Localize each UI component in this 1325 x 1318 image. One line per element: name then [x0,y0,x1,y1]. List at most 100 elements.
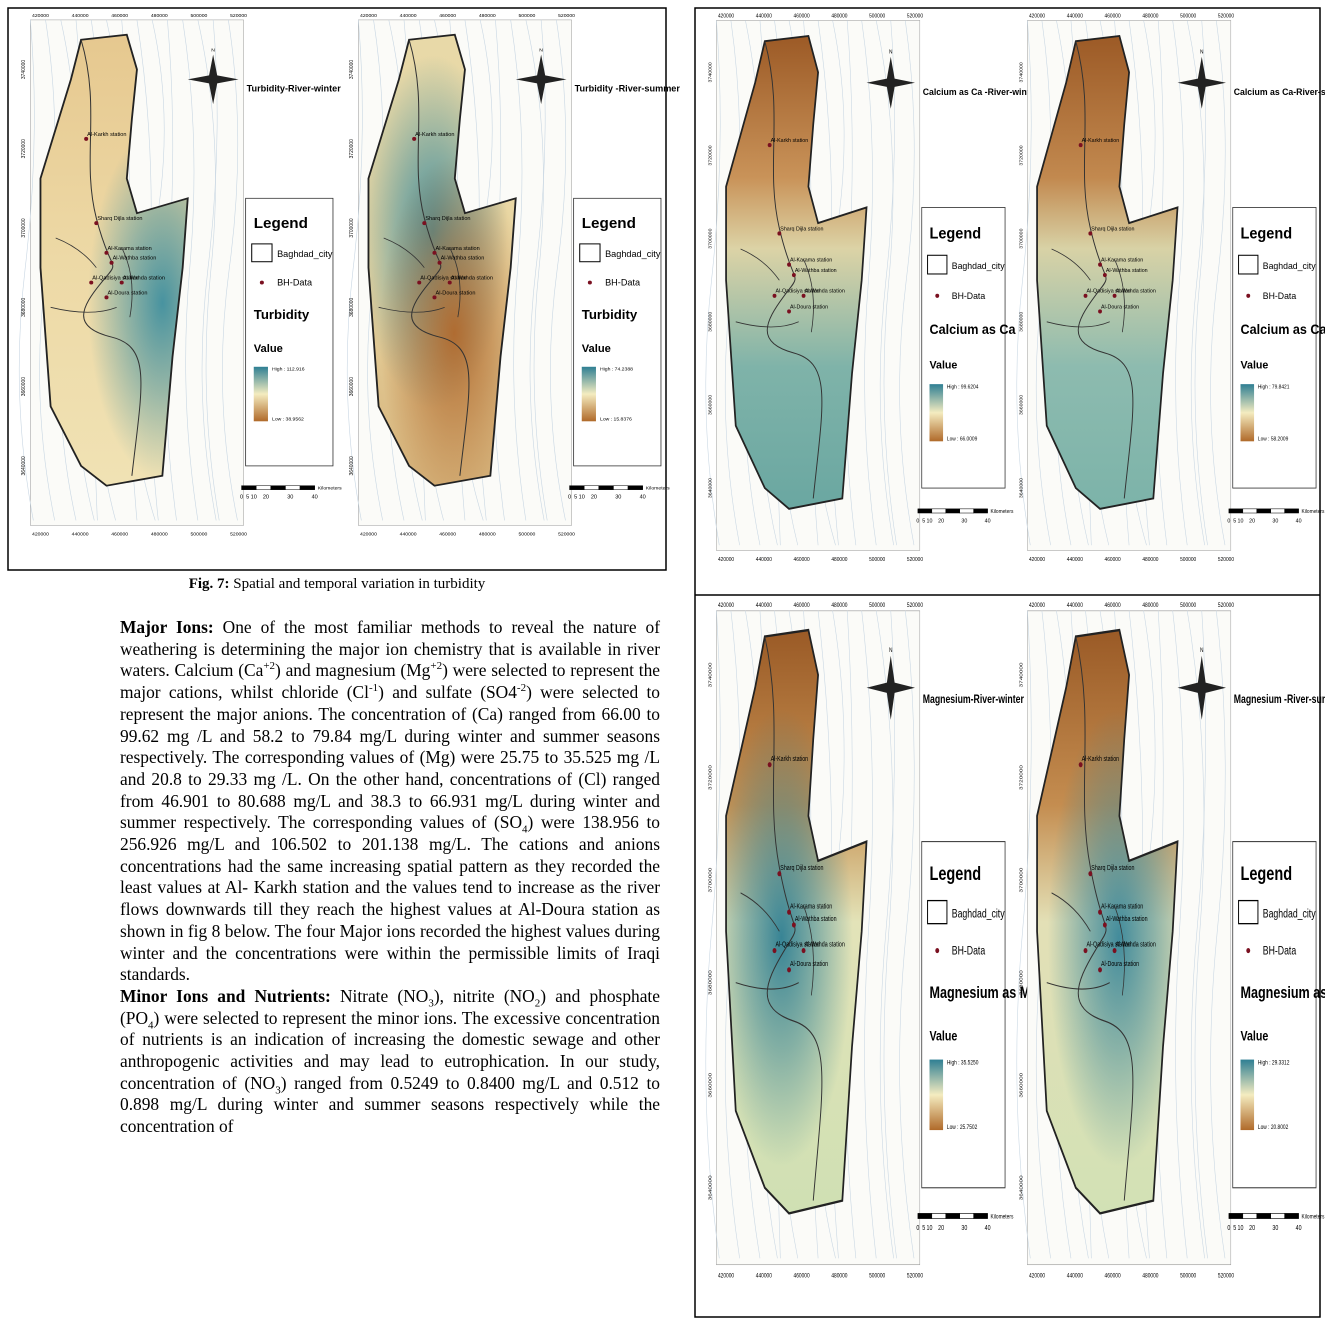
scale-bar [945,1213,960,1219]
scale-label: 30 [1272,518,1278,524]
legend-boundary: Baghdad_city [952,908,1006,920]
station-point [1088,871,1093,877]
legend-value: Value [930,1028,958,1044]
legend-point-swatch [1246,948,1251,954]
north-arrow [1177,56,1226,109]
y-coordinate: 3680000 [708,311,714,331]
x-coordinate: 460000 [1105,602,1121,609]
station-point [767,143,772,148]
scale-bar [299,485,315,490]
scale-bar [931,1213,947,1219]
x-coordinate: 480000 [831,1273,847,1280]
text-run: ) and magnesium (Mg [275,660,431,681]
legend-value: Value [930,359,958,371]
stream [1210,610,1226,1259]
legend-box [573,197,662,467]
station-point [119,280,124,285]
station-label: Sharq Dijla station [780,226,823,232]
x-coordinate: 500000 [518,13,535,19]
station-label: Al-Wathba station [1106,915,1148,923]
city-boundary [1036,34,1179,510]
station-label: Al-Qadisiya station [420,276,466,282]
x-coordinate: 500000 [869,602,885,609]
x-coordinate: 480000 [1142,602,1158,609]
legend-box [921,841,1006,1189]
station-point [94,221,99,226]
north-label: N [1200,647,1204,654]
scale-label: 40 [1296,1224,1302,1232]
district-lines [1046,248,1125,333]
legend-points: BH-Data [605,278,641,288]
district-lines [50,237,133,318]
scale-label: 5 [1233,518,1236,524]
text-run: 3 [428,997,434,1010]
legend-high: High : 99.6204 [947,384,979,390]
scale-unit: Kilometers [318,486,342,492]
legend-low: Low : 66.0009 [947,436,978,442]
station-label: Al-Qadisiya station [92,276,138,282]
stream [529,19,546,521]
station-label: Al-Karama station [436,246,480,252]
station-point [801,293,806,298]
text-run: ) were selected to represent the major c… [120,660,660,703]
legend-variable: Calcium as Ca [1241,322,1325,338]
scale-bar [1242,508,1258,514]
scale-label: 40 [1296,518,1302,524]
legend-points: BH-Data [952,291,986,301]
y-coordinate: 3680000 [21,297,27,316]
x-coordinate: 420000 [718,13,734,19]
station-label: Al-Wahda station [1116,289,1156,295]
legend-low: Low : 15.8376 [600,416,632,422]
station-label: Al-Qadisiya station [775,941,820,949]
city-fill [1037,35,1178,509]
city-boundary [367,33,517,487]
scale-label: 0 [916,518,919,524]
x-coordinate: 420000 [360,531,377,537]
city-boundary [39,33,189,487]
x-coordinate: 440000 [400,531,417,537]
x-coordinate: 500000 [190,13,207,19]
x-coordinate: 500000 [1180,557,1196,563]
x-coordinate: 420000 [32,531,49,537]
scale-bar [613,485,629,490]
scale-label: 40 [312,495,318,501]
y-coordinate: 3700000 [349,218,355,237]
scale-label: 5 [922,518,925,524]
station-point [1112,293,1117,298]
scale-bar [959,1213,974,1219]
station-label: Sharq Dijla station [425,216,470,222]
stream [705,610,721,1259]
legend-boundary-swatch [927,899,948,925]
text-run: ) ranged from 0.5249 to 0.8400 mg/L and … [120,1072,660,1137]
scale-label: 0 [916,1224,919,1232]
map-title: Turbidity -River-summer [575,83,681,93]
station-label: Al-Wathba station [441,256,485,262]
scale-bar [1256,508,1271,514]
x-coordinate: 440000 [756,1273,772,1280]
station-label: Al-Wahda station [805,289,845,295]
scale-label: 10 [1238,518,1244,524]
scale-bar [255,485,272,490]
x-coordinate: 420000 [360,13,377,19]
y-coordinate: 3700000 [708,868,713,893]
text-run: Minor Ions and Nutrients: [120,985,331,1006]
x-coordinate: 420000 [1029,1273,1045,1280]
legend-value: Value [1241,359,1269,371]
x-coordinate: 420000 [1029,557,1045,563]
north-arrow [1177,655,1226,720]
y-coordinate: 3680000 [1019,311,1025,331]
map-panel: Al-Karkh station Sharq Dijla station Al-Ka… [346,13,681,537]
scale-bar [1228,1213,1244,1219]
figure-8-frame [694,7,1321,1318]
scale-label: 20 [1249,518,1255,524]
legend-high: High : 29.3312 [1258,1060,1289,1067]
station-point [422,221,427,226]
legend-title: Legend [1241,863,1293,884]
legend-boundary: Baghdad_city [952,261,1005,271]
x-coordinate: 460000 [794,1273,810,1280]
y-coordinate: 3640000 [21,456,27,475]
legend-title: Legend [930,863,982,884]
legend-ramp [929,384,944,442]
legend-boundary-swatch [1238,254,1259,275]
y-coordinate: 3720000 [21,139,27,158]
